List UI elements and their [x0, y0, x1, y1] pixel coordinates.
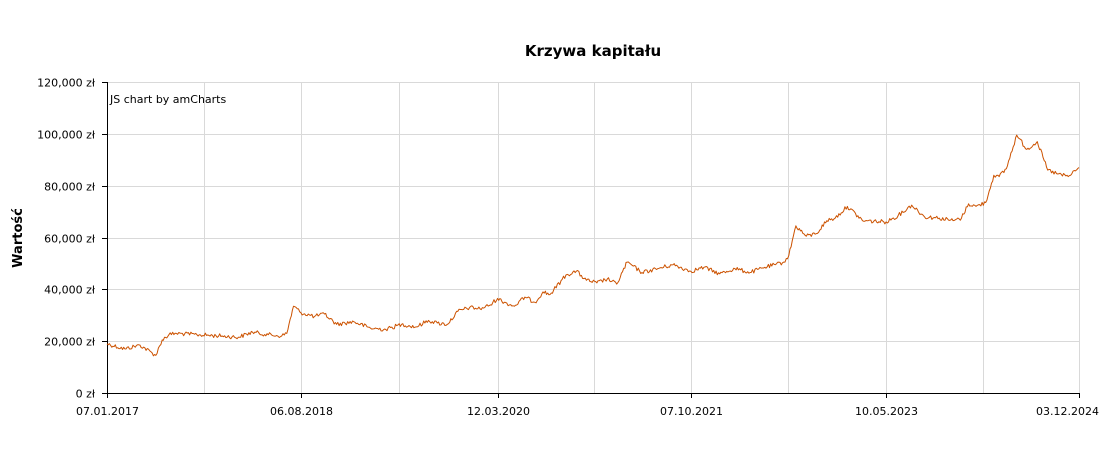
y-tick-label: 0 zł [76, 388, 96, 401]
x-tick-label: 07.10.2021 [660, 405, 723, 418]
grid [107, 82, 1080, 394]
y-tick-label: 40,000 zł [44, 284, 96, 297]
equity-series-line[interactable] [106, 134, 1080, 357]
chart-title: Krzywa kapitału [525, 42, 661, 60]
y-tick-label: 100,000 zł [37, 129, 96, 142]
axes: 0 zł 20,000 zł 40,000 zł 60,000 zł 80,000 zł… [37, 77, 1099, 419]
x-tick-label: 07.01.2017 [76, 405, 139, 418]
labels: Krzywa kapitału JS chart by amCharts War… [11, 42, 661, 268]
y-tick-label: 120,000 zł [37, 77, 96, 90]
x-tick-label: 03.12.2024 [1036, 405, 1099, 418]
y-tick-label: 60,000 zł [44, 233, 96, 246]
y-tick-label: 20,000 zł [44, 336, 96, 349]
x-tick-label: 10.05.2023 [855, 405, 918, 418]
chart-credit[interactable]: JS chart by amCharts [109, 93, 226, 106]
x-tick-label: 12.03.2020 [467, 405, 530, 418]
x-tick-label: 06.08.2018 [270, 405, 333, 418]
y-axis-label: Wartość [11, 208, 26, 268]
y-tick-label: 80,000 zł [44, 181, 96, 194]
series-layer [106, 134, 1080, 357]
